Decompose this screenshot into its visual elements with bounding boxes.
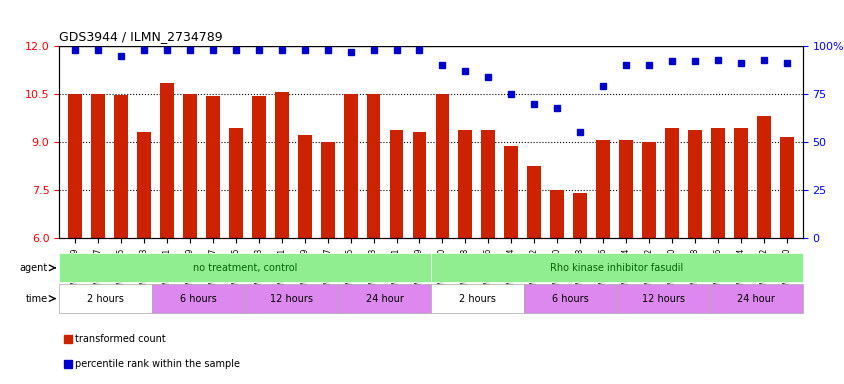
Bar <box>252 96 265 238</box>
Text: 12 hours: 12 hours <box>270 293 312 304</box>
FancyBboxPatch shape <box>152 284 245 313</box>
Bar <box>274 93 289 238</box>
Bar <box>435 94 449 238</box>
Bar <box>596 141 609 238</box>
Text: agent: agent <box>19 263 47 273</box>
FancyBboxPatch shape <box>338 284 430 313</box>
FancyBboxPatch shape <box>59 253 430 282</box>
Text: no treatment, control: no treatment, control <box>192 263 297 273</box>
Bar <box>412 131 426 238</box>
Text: 2 hours: 2 hours <box>87 293 124 304</box>
Bar <box>641 142 655 238</box>
Bar <box>229 128 242 238</box>
Text: 12 hours: 12 hours <box>641 293 684 304</box>
Bar <box>733 128 747 238</box>
Bar <box>68 94 82 238</box>
Bar <box>710 128 724 238</box>
Text: 24 hour: 24 hour <box>737 293 774 304</box>
Text: percentile rank within the sample: percentile rank within the sample <box>75 359 241 369</box>
Bar <box>619 141 632 238</box>
Text: 2 hours: 2 hours <box>458 293 495 304</box>
Bar <box>779 137 793 238</box>
Bar <box>297 135 311 238</box>
Bar <box>527 166 540 238</box>
Bar <box>481 130 495 238</box>
Text: time: time <box>25 293 47 304</box>
Bar <box>549 190 564 238</box>
Bar <box>664 128 678 238</box>
Text: transformed count: transformed count <box>75 334 166 344</box>
FancyBboxPatch shape <box>430 284 523 313</box>
Bar <box>160 83 174 238</box>
Text: 24 hour: 24 hour <box>365 293 403 304</box>
FancyBboxPatch shape <box>709 284 802 313</box>
Bar <box>366 94 380 238</box>
Bar <box>756 116 770 238</box>
Bar <box>389 130 403 238</box>
Text: 6 hours: 6 hours <box>551 293 588 304</box>
Bar <box>137 132 151 238</box>
Bar <box>572 193 587 238</box>
FancyBboxPatch shape <box>59 284 152 313</box>
FancyBboxPatch shape <box>430 253 802 282</box>
Bar <box>504 146 517 238</box>
Bar <box>321 142 334 238</box>
FancyBboxPatch shape <box>523 284 616 313</box>
Bar <box>91 94 105 238</box>
FancyBboxPatch shape <box>616 284 709 313</box>
Bar <box>183 94 197 238</box>
Bar <box>458 130 472 238</box>
Text: 6 hours: 6 hours <box>180 293 217 304</box>
Bar <box>687 130 701 238</box>
Bar <box>206 96 219 238</box>
Bar <box>114 95 127 238</box>
Text: Rho kinase inhibitor fasudil: Rho kinase inhibitor fasudil <box>549 263 683 273</box>
FancyBboxPatch shape <box>245 284 338 313</box>
Text: GDS3944 / ILMN_2734789: GDS3944 / ILMN_2734789 <box>59 30 223 43</box>
Bar <box>344 94 357 238</box>
